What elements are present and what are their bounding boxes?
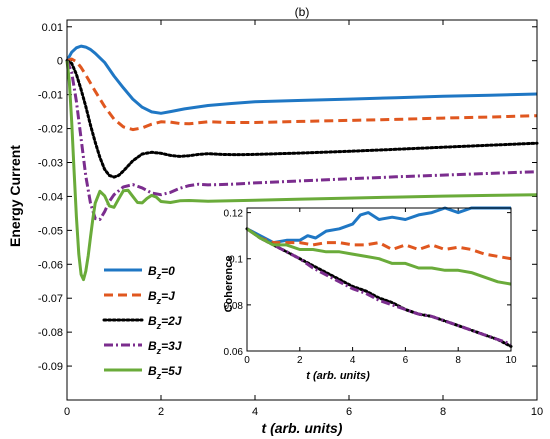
main-series-line-0 — [65, 44, 538, 115]
inset-series-line-4 — [246, 227, 512, 286]
main-series-line-1 — [66, 57, 538, 132]
main-y-tick-label: 0 — [57, 56, 63, 68]
inset-y-axis-label: Coherence — [223, 256, 235, 313]
main-x-tick-label: 10 — [531, 406, 543, 418]
main-y-tick-label: -0.05 — [38, 225, 63, 237]
main-y-tick-label: -0.04 — [38, 191, 63, 203]
inset-x-tick-label: 8 — [455, 355, 461, 366]
chart-title: (b) — [295, 5, 310, 19]
inset-x-tick-label: 4 — [350, 355, 356, 366]
inset-y-tick-label: 0.1 — [229, 255, 243, 266]
main-y-tick-label: -0.02 — [38, 124, 63, 136]
main-x-tick-label: 6 — [346, 406, 352, 418]
inset-frame — [246, 207, 512, 352]
main-frame — [66, 19, 538, 401]
main-y-tick-label: 0.01 — [42, 22, 63, 34]
main-y-tick-label: -0.06 — [38, 259, 63, 271]
main-series-line-2 — [65, 59, 539, 179]
inset-y-tick-label: 0.06 — [224, 347, 244, 358]
main-x-tick-label: 2 — [158, 406, 164, 418]
main-y-tick-label: -0.07 — [38, 293, 63, 305]
main-y-tick-label: -0.08 — [38, 327, 63, 339]
inset-x-tick-label: 6 — [403, 355, 409, 366]
legend-label-1: Bz=J — [148, 289, 175, 306]
inset-x-tick-label: 0 — [244, 355, 250, 366]
inset-x-axis-label: t (arb. units) — [306, 370, 370, 382]
main-y-tick-label: -0.01 — [38, 90, 63, 102]
main-x-tick-label: 0 — [64, 406, 70, 418]
inset-series-line-1 — [246, 227, 512, 261]
inset-plot-area: 0 2 4 6 8 10 0.06 0.08 0.1 0.12 — [224, 206, 517, 366]
inset-x-tick-label: 10 — [505, 355, 517, 366]
main-x-axis-label: t (arb. units) — [262, 420, 343, 436]
inset-y-tick-label: 0.08 — [224, 301, 244, 312]
inset-series-line-0 — [246, 206, 511, 245]
legend: Bz=0 Bz=J Bz=2J Bz=3J Bz=5J — [102, 264, 182, 381]
inset-x-tick-label: 2 — [297, 355, 303, 366]
legend-label-3: Bz=3J — [148, 339, 182, 356]
main-series-line-3 — [65, 60, 538, 221]
legend-label-0: Bz=0 — [148, 264, 175, 281]
inset-y-tick-label: 0.12 — [224, 209, 244, 220]
legend-label-2: Bz=2J — [148, 314, 182, 331]
main-x-tick-label: 4 — [252, 406, 258, 418]
main-y-axis-label: Energy Current — [7, 145, 23, 247]
legend-label-4: Bz=5J — [148, 364, 182, 381]
main-series-line-4 — [65, 60, 538, 282]
main-y-tick-label: -0.09 — [38, 361, 63, 373]
main-x-tick-label: 8 — [440, 406, 446, 418]
inset-series-line-3 — [246, 227, 512, 346]
main-y-tick-label: -0.03 — [38, 158, 63, 170]
